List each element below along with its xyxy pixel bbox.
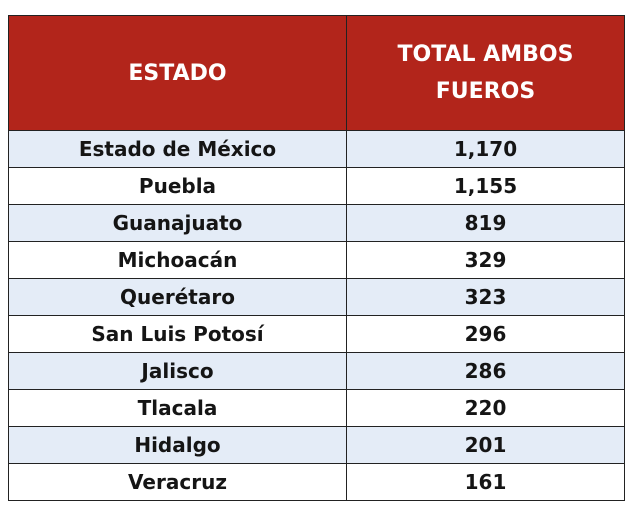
state-cell: Tlacala (8, 389, 347, 427)
table-row: Querétaro 323 (8, 278, 625, 316)
total-cell: 296 (346, 315, 625, 353)
header-total-line-1: TOTAL AMBOS (397, 42, 574, 67)
total-cell: 323 (346, 278, 625, 316)
state-cell: Hidalgo (8, 426, 347, 464)
total-cell: 819 (346, 204, 625, 242)
table-row: Michoacán 329 (8, 241, 625, 279)
total-cell: 201 (346, 426, 625, 464)
state-cell: Veracruz (8, 463, 347, 501)
state-cell: Guanajuato (8, 204, 347, 242)
state-cell: Puebla (8, 167, 347, 205)
total-cell: 161 (346, 463, 625, 501)
total-cell: 286 (346, 352, 625, 390)
state-totals-table: ESTADO TOTAL AMBOS FUEROS Estado de Méxi… (8, 15, 625, 501)
state-cell: Michoacán (8, 241, 347, 279)
header-estado: ESTADO (8, 15, 347, 131)
table-row: Tlacala 220 (8, 389, 625, 427)
table-row: Hidalgo 201 (8, 426, 625, 464)
table-row: Jalisco 286 (8, 352, 625, 390)
table-header: ESTADO TOTAL AMBOS FUEROS (8, 15, 625, 131)
table-row: Puebla 1,155 (8, 167, 625, 205)
header-total-ambos-fueros: TOTAL AMBOS FUEROS (346, 15, 625, 131)
state-cell: San Luis Potosí (8, 315, 347, 353)
total-cell: 220 (346, 389, 625, 427)
table-row: San Luis Potosí 296 (8, 315, 625, 353)
table-row: Guanajuato 819 (8, 204, 625, 242)
table-row: Estado de México 1,170 (8, 130, 625, 168)
header-row: ESTADO TOTAL AMBOS FUEROS (8, 15, 625, 131)
total-cell: 1,170 (346, 130, 625, 168)
table-row: Veracruz 161 (8, 463, 625, 501)
state-cell: Querétaro (8, 278, 347, 316)
state-cell: Estado de México (8, 130, 347, 168)
total-cell: 1,155 (346, 167, 625, 205)
header-total-line-2: FUEROS (435, 79, 536, 104)
state-cell: Jalisco (8, 352, 347, 390)
total-cell: 329 (346, 241, 625, 279)
table-body: Estado de México 1,170 Puebla 1,155 Guan… (8, 130, 625, 501)
